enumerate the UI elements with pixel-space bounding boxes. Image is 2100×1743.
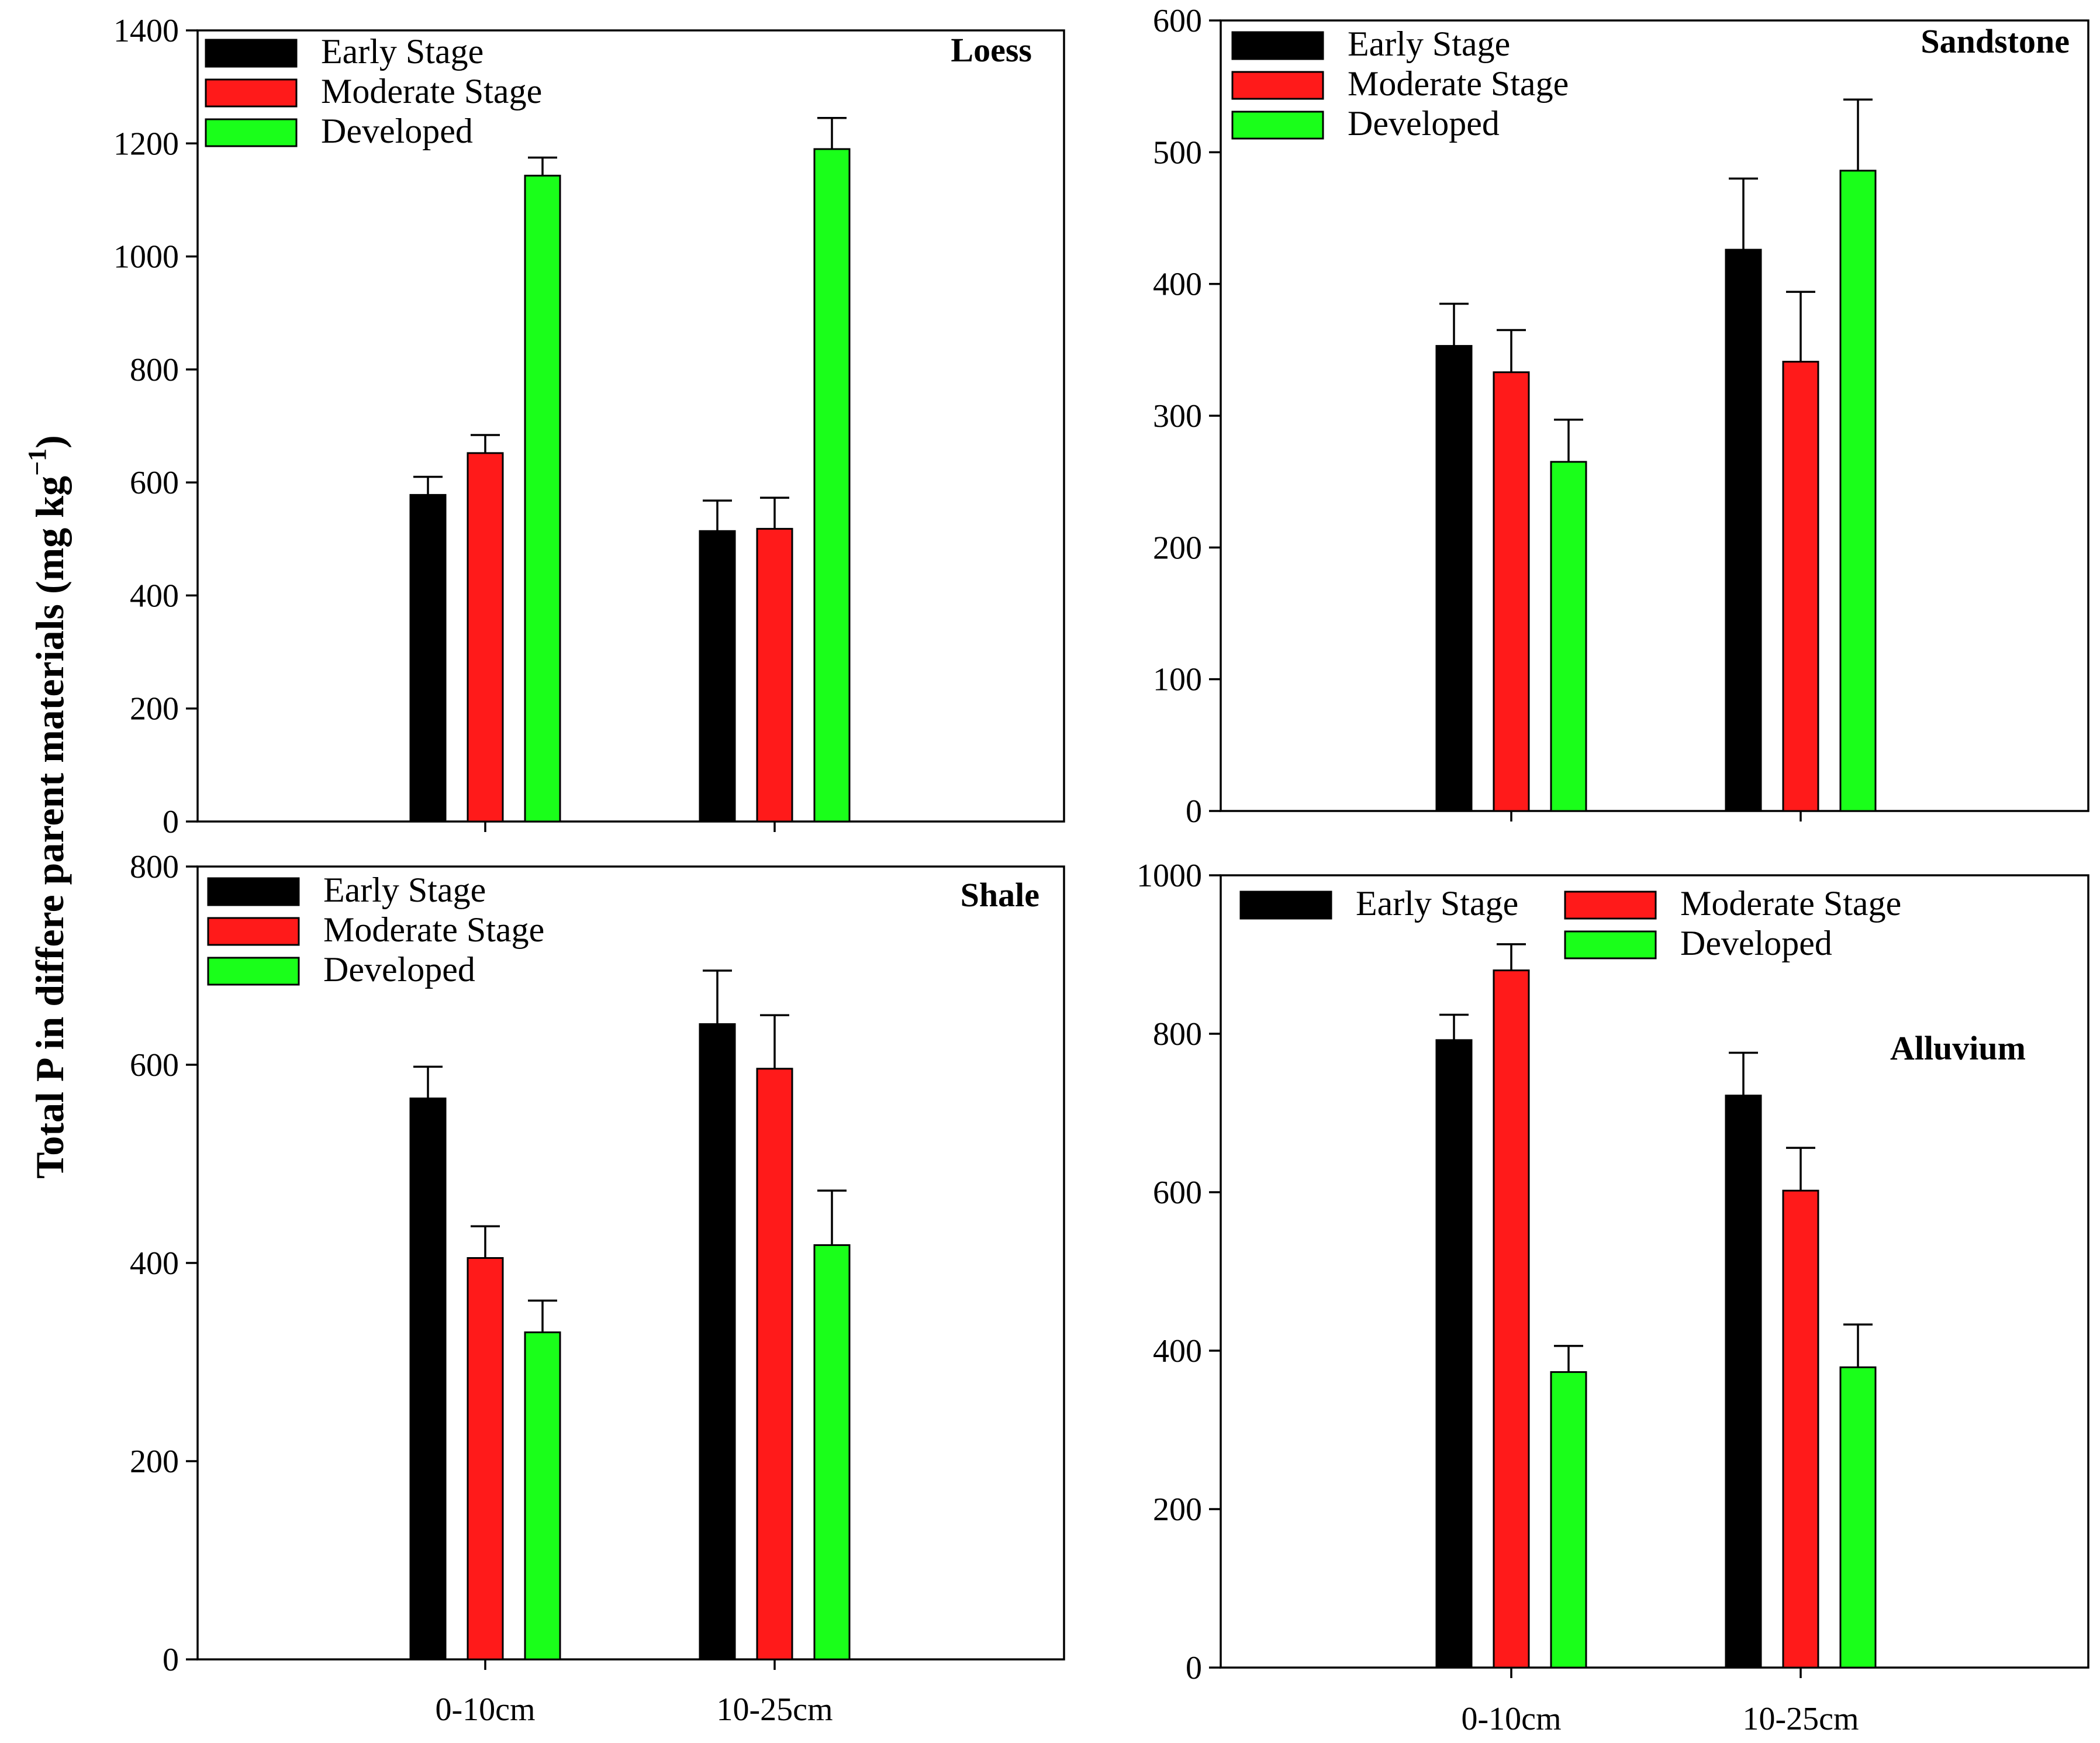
legend-swatch-developed xyxy=(205,118,298,147)
x-tick-label-10-25cm: 10-25cm xyxy=(1742,1701,1859,1737)
y-tick-label: 1000 xyxy=(113,239,179,275)
y-tick-label: 1200 xyxy=(113,126,179,162)
bar-moderate-stage-10-25cm xyxy=(1782,361,1819,812)
plot-frame xyxy=(1220,874,2089,1669)
bar-developed-10-25cm xyxy=(813,1244,851,1661)
panel-title: Shale xyxy=(961,876,1039,914)
y-tick-label: 800 xyxy=(130,849,179,885)
bar-early-stage-10-25cm xyxy=(1725,1095,1762,1669)
bar-developed-10-25cm xyxy=(1839,1366,1877,1669)
y-tick-label: 0 xyxy=(1186,793,1202,830)
chart-panel-loess: 0 200 400 600 800 1000 1200 1400 Early StageMode… xyxy=(113,13,1065,840)
legend-label-moderate-stage: Moderate Stage xyxy=(1348,64,1569,103)
y-axis-title-close: ) xyxy=(27,435,72,448)
legend-label-moderate-stage: Moderate Stage xyxy=(321,72,542,111)
bar-moderate-stage-0-10cm xyxy=(467,452,504,823)
legend-label-early-stage: Early Stage xyxy=(1356,884,1518,923)
y-tick-label: 500 xyxy=(1153,134,1202,171)
legend-label-developed: Developed xyxy=(321,112,473,150)
legend-swatch-moderate-stage xyxy=(1564,891,1657,920)
y-axis-title-main: Total P in differe parent materials (mg … xyxy=(27,476,72,1179)
legend-label-moderate-stage: Moderate Stage xyxy=(323,910,544,949)
x-tick-label-0-10cm: 0-10cm xyxy=(435,1692,535,1728)
bar-developed-0-10cm xyxy=(1550,1371,1587,1669)
y-tick-label: 600 xyxy=(130,1047,179,1083)
chart-panel-shale: 0 200 400 600 800 0-10cm 10-25cm Early StageMod… xyxy=(130,849,1065,1728)
y-tick-label: 200 xyxy=(1153,530,1202,566)
legend-swatch-early-stage xyxy=(207,877,300,906)
panel-title: Sandstone xyxy=(1921,22,2070,60)
legend-label-early-stage: Early Stage xyxy=(323,871,486,909)
legend-swatch-moderate-stage xyxy=(1231,71,1324,100)
legend-swatch-moderate-stage xyxy=(205,78,298,108)
y-tick-label: 0 xyxy=(163,1642,179,1678)
legend-label-developed: Developed xyxy=(1680,924,1832,962)
legend-swatch-developed xyxy=(207,957,300,986)
legend-swatch-developed xyxy=(1564,930,1657,959)
legend-label-developed: Developed xyxy=(323,950,475,989)
y-tick-label: 400 xyxy=(1153,267,1202,303)
y-tick-label: 600 xyxy=(130,465,179,501)
y-tick-label: 600 xyxy=(1153,3,1202,39)
panel-title: Loess xyxy=(951,31,1032,69)
panel-title: Alluvium xyxy=(1890,1029,2026,1067)
legend-label-moderate-stage: Moderate Stage xyxy=(1680,884,1901,923)
bar-early-stage-0-10cm xyxy=(409,1097,447,1661)
bar-developed-0-10cm xyxy=(524,1331,561,1661)
y-axis-title-superscript: −1 xyxy=(23,448,51,476)
legend-label-early-stage: Early Stage xyxy=(321,32,483,71)
x-tick-label-0-10cm: 0-10cm xyxy=(1461,1701,1561,1737)
bar-early-stage-0-10cm xyxy=(1435,1039,1473,1669)
y-tick-label: 600 xyxy=(1153,1175,1202,1211)
legend-label-early-stage: Early Stage xyxy=(1348,25,1510,63)
y-tick-label: 400 xyxy=(130,1245,179,1282)
y-tick-label: 300 xyxy=(1153,398,1202,434)
bar-moderate-stage-0-10cm xyxy=(467,1257,504,1661)
y-tick-label: 1400 xyxy=(113,13,179,49)
legend-swatch-moderate-stage xyxy=(207,917,300,946)
bar-developed-10-25cm xyxy=(813,148,851,823)
bar-early-stage-10-25cm xyxy=(699,530,736,823)
bar-developed-10-25cm xyxy=(1839,170,1877,812)
legend-swatch-early-stage xyxy=(1239,891,1332,920)
y-tick-label: 0 xyxy=(163,804,179,840)
legend-swatch-early-stage xyxy=(1231,31,1324,60)
legend-swatch-early-stage xyxy=(205,39,298,68)
legend-label-developed: Developed xyxy=(1348,104,1500,143)
y-tick-label: 200 xyxy=(130,691,179,727)
y-tick-label: 200 xyxy=(1153,1492,1202,1528)
y-tick-label: 1000 xyxy=(1137,858,1202,894)
bar-developed-0-10cm xyxy=(1550,461,1587,812)
plot-frame xyxy=(196,29,1065,823)
y-tick-label: 400 xyxy=(130,578,179,614)
bar-moderate-stage-10-25cm xyxy=(756,527,793,823)
bar-moderate-stage-10-25cm xyxy=(756,1068,793,1661)
bar-developed-0-10cm xyxy=(524,174,561,823)
legend-swatch-developed xyxy=(1231,111,1324,140)
y-tick-label: 400 xyxy=(1153,1333,1202,1369)
bar-early-stage-10-25cm xyxy=(1725,248,1762,812)
y-tick-label: 200 xyxy=(130,1444,179,1480)
bar-early-stage-0-10cm xyxy=(1435,345,1473,812)
bar-moderate-stage-0-10cm xyxy=(1493,969,1530,1669)
y-tick-label: 0 xyxy=(1186,1650,1202,1686)
chart-panel-alluvium: 0 200 400 600 800 1000 0-10cm 10-25cm Early Stag… xyxy=(1137,858,2089,1737)
bar-early-stage-0-10cm xyxy=(409,493,447,823)
y-tick-label: 800 xyxy=(130,352,179,388)
y-tick-label: 800 xyxy=(1153,1016,1202,1052)
bar-early-stage-10-25cm xyxy=(699,1023,736,1661)
y-axis-title: Total P in differe parent materials (mg … xyxy=(23,435,72,1179)
x-tick-label-10-25cm: 10-25cm xyxy=(716,1692,833,1728)
bar-moderate-stage-0-10cm xyxy=(1493,371,1530,812)
bar-moderate-stage-10-25cm xyxy=(1782,1189,1819,1669)
y-tick-label: 100 xyxy=(1153,662,1202,698)
